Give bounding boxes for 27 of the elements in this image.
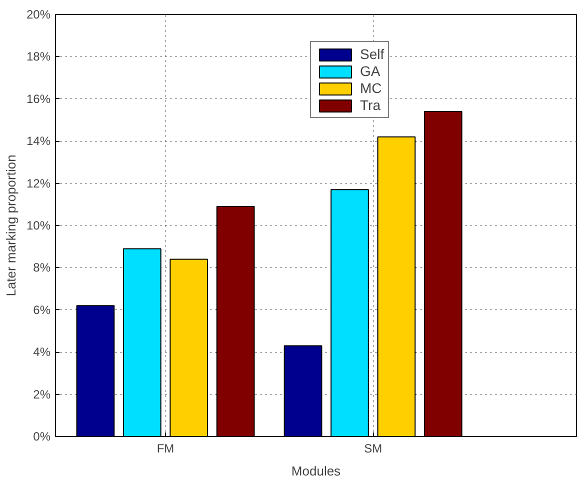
y-tick-label: 14% (26, 134, 51, 148)
y-tick-label: 2% (33, 387, 51, 402)
y-tick-label: 20% (26, 8, 51, 22)
bar (122, 248, 162, 436)
y-tick-label: 12% (26, 176, 51, 190)
y-tick-label: 6% (33, 302, 51, 317)
x-tick-label: SM (364, 442, 382, 456)
y-tick-label: 16% (26, 92, 51, 106)
bar (424, 111, 462, 436)
y-tick-label: 18% (26, 50, 51, 64)
bar (76, 305, 115, 436)
y-tick-label: 8% (33, 260, 51, 275)
bar (377, 136, 416, 436)
y-tick-label: 0% (33, 430, 51, 444)
x-tick-label: FM (156, 442, 174, 456)
legend-label: Tra (360, 97, 380, 113)
legend-label: GA (360, 63, 380, 79)
x-axis-title: Modules (291, 464, 342, 478)
legend-label: MC (360, 80, 382, 96)
bar (330, 189, 369, 436)
legend-label: Self (360, 46, 384, 62)
y-tick-label: 10% (26, 218, 51, 232)
y-axis-title: Later marking proportion (3, 154, 18, 296)
bar (170, 258, 208, 436)
bar (216, 206, 255, 436)
y-tick-label: 4% (33, 345, 51, 360)
bar (284, 345, 322, 436)
